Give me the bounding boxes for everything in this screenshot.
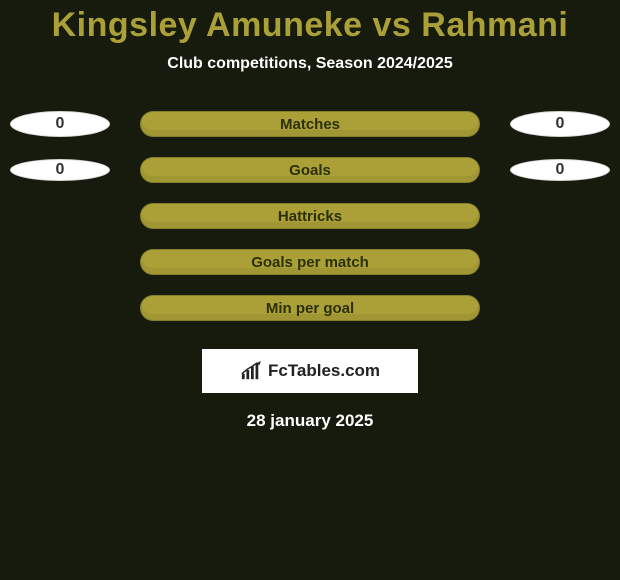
stat-bar: Hattricks — [140, 203, 480, 229]
left-value-slot — [0, 247, 120, 277]
subtitle: Club competitions, Season 2024/2025 — [0, 55, 620, 73]
right-value-slot: 0 — [500, 155, 620, 185]
stat-bar: Min per goal — [140, 295, 480, 321]
right-value-bubble: 0 — [510, 111, 610, 137]
right-value-slot — [500, 201, 620, 231]
page-title: Kingsley Amuneke vs Rahmani — [0, 0, 620, 45]
stat-row: 0 Matches 0 — [0, 101, 620, 147]
stat-row: Goals per match — [0, 239, 620, 285]
stat-rows: 0 Matches 0 0 Goals 0 Hattricks Goals per match… — [0, 101, 620, 331]
stat-bar: Goals per match — [140, 249, 480, 275]
right-value-bubble: 0 — [510, 159, 610, 181]
left-value-bubble: 0 — [10, 159, 110, 181]
chart-icon — [240, 361, 262, 381]
stat-row: 0 Goals 0 — [0, 147, 620, 193]
left-value-slot: 0 — [0, 109, 120, 139]
right-value-slot — [500, 293, 620, 323]
left-value-bubble: 0 — [10, 111, 110, 137]
left-value-slot — [0, 201, 120, 231]
brand-logo: FcTables.com — [202, 349, 418, 393]
stat-bar: Matches — [140, 111, 480, 137]
stat-bar: Goals — [140, 157, 480, 183]
right-value-slot — [500, 247, 620, 277]
stat-row: Hattricks — [0, 193, 620, 239]
stat-row: Min per goal — [0, 285, 620, 331]
right-value-slot: 0 — [500, 109, 620, 139]
brand-name: FcTables.com — [268, 361, 380, 381]
left-value-slot — [0, 293, 120, 323]
left-value-slot: 0 — [0, 155, 120, 185]
date-label: 28 january 2025 — [0, 411, 620, 431]
comparison-card: Kingsley Amuneke vs Rahmani Club competi… — [0, 0, 620, 580]
